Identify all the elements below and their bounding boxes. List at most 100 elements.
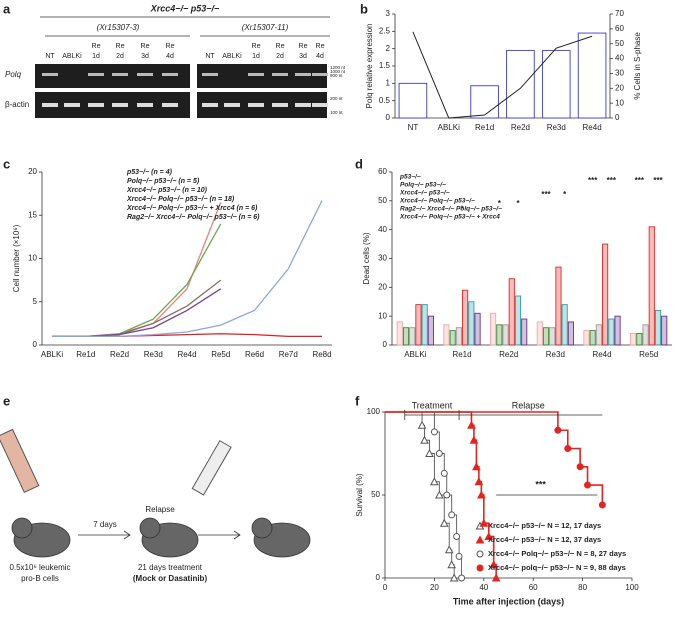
x-tick-label: Re1d — [452, 350, 471, 359]
legend-entry: Polq−/− p53−/− — [400, 182, 446, 189]
bar — [474, 312, 481, 346]
annotation: Treatment — [412, 400, 453, 410]
y-tick-label: 2 — [386, 44, 391, 53]
gel-band — [202, 103, 218, 107]
y-tick-label: 60 — [615, 24, 624, 33]
bar — [614, 315, 621, 346]
bar — [549, 327, 556, 346]
size-marker: 900 nt — [330, 73, 343, 78]
y-tick-label: 1.5 — [379, 61, 391, 70]
legend-entry: Xrcc4−/− Polq−/− p53−/− — [399, 198, 475, 205]
y-tick-label: 30 — [378, 254, 387, 263]
bar — [502, 324, 509, 346]
y-tick-label: 0 — [386, 113, 391, 122]
y-tick-label: 40 — [378, 225, 387, 234]
x-tick-label: ABLKi — [438, 123, 460, 132]
survival-point — [598, 501, 606, 509]
syringe — [191, 440, 232, 496]
legend-entry: Polq−/− p53−/− (n = 5) — [127, 178, 200, 185]
gel-band — [137, 103, 153, 107]
bar — [470, 85, 499, 119]
gel-band — [248, 73, 264, 76]
gel-band — [112, 73, 128, 76]
annotation: * — [516, 199, 520, 208]
bar — [536, 321, 543, 346]
syringe — [0, 428, 40, 494]
survival-point — [489, 560, 499, 569]
bar — [602, 243, 609, 346]
gel-group: (Xr15307-11) — [242, 23, 289, 32]
bar — [421, 304, 428, 346]
lane-label: Re — [166, 43, 175, 50]
survival-point — [474, 477, 484, 486]
annotation-arrows — [404, 410, 603, 496]
x-tick-label: Re4d — [583, 123, 602, 132]
y-tick-label: 100 — [367, 407, 381, 416]
survival-point — [554, 426, 562, 434]
bar — [402, 327, 410, 346]
gel-band — [112, 103, 128, 107]
legend-entry: Xrcc4−/− Polq−/− p53−/− N = 8, 27 days — [488, 549, 626, 558]
survival-point — [440, 469, 448, 477]
annotation: * — [460, 205, 464, 214]
lane-label: 2d — [276, 53, 284, 60]
gel-band — [88, 103, 104, 107]
gel-band — [162, 73, 178, 76]
lane-label: Re — [299, 43, 308, 50]
bar — [648, 226, 655, 346]
gel-band — [295, 103, 311, 107]
x-tick-label: 60 — [529, 583, 538, 592]
panel-label: c — [3, 156, 10, 171]
survival-point — [564, 445, 572, 453]
bar — [514, 295, 522, 346]
y-tick-label: 10 — [378, 311, 387, 320]
survival-point — [584, 481, 592, 489]
x-tick-label: Re1d — [76, 350, 95, 359]
gel-band — [137, 73, 153, 76]
y-tick-label: 20 — [378, 282, 387, 291]
annotation: *** — [541, 190, 551, 199]
y-tick-label: 15 — [28, 210, 37, 219]
bar — [555, 266, 562, 346]
bar — [608, 318, 615, 346]
survival-curve — [385, 411, 497, 578]
y-tick-label: 10 — [28, 254, 37, 263]
x-tick-label: 40 — [479, 583, 488, 592]
legend-entry: Xrcc4−/− polq−/− p53−/− N = 9, 88 days — [488, 563, 626, 572]
legend-symbol — [476, 550, 484, 558]
survival-point — [491, 573, 501, 582]
annotation: *** — [635, 176, 645, 185]
lane-label: 2d — [116, 53, 124, 60]
gel-band — [272, 73, 288, 76]
annotation: * — [498, 199, 502, 208]
y-tick-label: 50 — [371, 490, 380, 499]
gel-band — [42, 73, 58, 76]
legend-entry: Rag2−/− Xrcc4−/− Polq−/− p53−/− (n = 6) — [127, 214, 260, 221]
survival-point — [443, 491, 451, 499]
lane-label: Re — [92, 43, 101, 50]
legend-entry: Xrcc4−/− p53−/− N = 12, 17 days — [488, 521, 601, 530]
bar — [661, 315, 668, 346]
x-tick-label: Re7d — [279, 350, 298, 359]
bar — [415, 304, 422, 346]
x-tick-label: Re4d — [177, 350, 196, 359]
bar — [508, 278, 515, 346]
lane-label: NT — [45, 53, 55, 60]
x-tick-label: Re1d — [475, 123, 494, 132]
legend-entry: Xrcc4−/− Polq−/− p53−/− + Xrcc4 — [399, 214, 500, 221]
lane-label: ABLKi — [222, 53, 242, 60]
survival-point — [444, 545, 454, 554]
bar — [521, 318, 528, 346]
lane-label: NT — [205, 53, 215, 60]
x-tick-label: Re2d — [499, 350, 518, 359]
y-tick-label: 0 — [33, 340, 38, 349]
y-tick-label: 20 — [615, 83, 624, 92]
y-tick-label: 3 — [386, 9, 391, 18]
x-tick-label: NT — [408, 123, 419, 132]
arrows — [78, 530, 241, 540]
panel-label: e — [3, 393, 10, 408]
y-tick-label: 1 — [386, 78, 391, 87]
legend-entry: Xrcc4−/− p53−/− (n = 10) — [126, 187, 208, 194]
bar — [583, 330, 590, 346]
